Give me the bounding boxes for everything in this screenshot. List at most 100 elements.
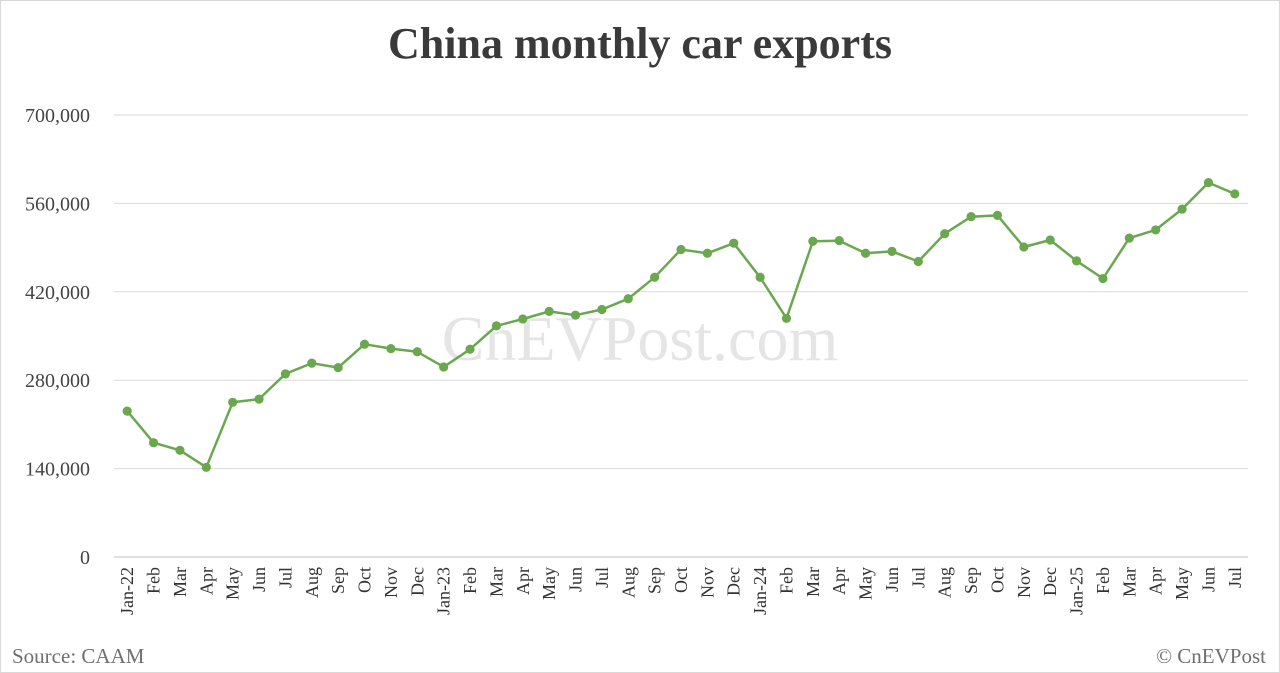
data-point bbox=[992, 210, 1003, 220]
data-point bbox=[1045, 235, 1055, 245]
x-tick-label: Sep bbox=[645, 567, 665, 594]
x-tick-label: Jun bbox=[249, 567, 269, 592]
x-tick-label: Oct bbox=[987, 567, 1007, 593]
x-tick-label: Jul bbox=[908, 567, 928, 588]
gridlines bbox=[114, 114, 1248, 558]
x-tick-label: Feb bbox=[1093, 567, 1113, 594]
data-point bbox=[597, 304, 607, 315]
x-tick-label: Apr bbox=[196, 567, 216, 595]
x-tick-label: Aug bbox=[618, 567, 638, 598]
data-point bbox=[491, 321, 501, 331]
x-tick-label: Jan-22 bbox=[117, 567, 137, 615]
x-tick-label: Aug bbox=[302, 567, 322, 598]
data-point bbox=[650, 272, 660, 282]
data-point bbox=[913, 256, 923, 267]
data-point bbox=[439, 362, 449, 372]
x-tick-label: Nov bbox=[381, 567, 401, 598]
data-point bbox=[729, 238, 739, 248]
y-tick-label: 140,000 bbox=[25, 459, 90, 481]
data-point bbox=[676, 244, 686, 255]
chart-title: China monthly car exports bbox=[388, 19, 892, 68]
data-point bbox=[122, 406, 132, 416]
x-tick-label: May bbox=[223, 567, 243, 600]
data-point bbox=[465, 344, 475, 354]
x-tick-label: Jul bbox=[1225, 567, 1245, 588]
data-point bbox=[1124, 233, 1134, 243]
series-line bbox=[122, 177, 1240, 472]
y-tick-label: 420,000 bbox=[25, 282, 90, 304]
data-point bbox=[544, 306, 554, 316]
x-tick-label: Feb bbox=[776, 567, 796, 594]
x-tick-label: Jan-23 bbox=[434, 567, 454, 615]
x-tick-label: Dec bbox=[407, 567, 427, 596]
x-tick-label: Jan-24 bbox=[750, 567, 770, 615]
data-point bbox=[228, 397, 238, 407]
y-tick-label: 700,000 bbox=[25, 105, 90, 127]
data-point bbox=[1177, 204, 1187, 214]
data-point bbox=[1019, 242, 1029, 252]
x-tick-label: Jul bbox=[592, 567, 612, 588]
data-point bbox=[570, 310, 581, 320]
x-tick-label: Oct bbox=[355, 567, 375, 593]
data-point bbox=[359, 339, 370, 349]
x-tick-label: Nov bbox=[1014, 567, 1034, 598]
data-point bbox=[781, 313, 792, 323]
x-tick-label: Sep bbox=[328, 567, 348, 594]
x-tick-label: Jun bbox=[882, 567, 902, 592]
x-tick-label: Jun bbox=[1198, 567, 1218, 592]
x-tick-label: Jun bbox=[566, 567, 586, 592]
x-tick-label: Feb bbox=[144, 567, 164, 594]
x-tick-label: Aug bbox=[935, 567, 955, 598]
data-point bbox=[887, 246, 897, 256]
x-tick-label: Apr bbox=[829, 567, 849, 595]
y-tick-label: 0 bbox=[80, 547, 90, 569]
x-tick-label: Dec bbox=[1040, 567, 1060, 596]
x-tick-label: Mar bbox=[170, 567, 190, 597]
x-tick-label: Mar bbox=[1119, 567, 1139, 597]
data-point bbox=[148, 438, 159, 448]
y-tick-label: 280,000 bbox=[25, 370, 90, 392]
data-point bbox=[254, 394, 264, 404]
x-tick-label: May bbox=[856, 567, 876, 600]
x-tick-label: Oct bbox=[671, 567, 691, 593]
x-tick-label: Dec bbox=[724, 567, 744, 596]
data-point bbox=[1098, 273, 1108, 284]
data-point bbox=[333, 362, 343, 373]
y-tick-label: 560,000 bbox=[25, 193, 90, 215]
data-point bbox=[808, 236, 818, 246]
x-tick-label: Apr bbox=[1146, 567, 1166, 595]
y-axis-tick-labels: 0 140,000 280,000 420,000 560,000 700,000 bbox=[25, 105, 90, 569]
x-tick-label: Feb bbox=[460, 567, 480, 594]
x-tick-label: Mar bbox=[486, 567, 506, 597]
data-point bbox=[702, 248, 712, 258]
data-point bbox=[966, 212, 976, 222]
data-point bbox=[861, 248, 871, 258]
copyright-note: © CnEVPost bbox=[1156, 644, 1266, 668]
data-point bbox=[1071, 256, 1082, 266]
x-tick-label: Jan-25 bbox=[1067, 567, 1087, 615]
x-tick-label: Jul bbox=[275, 567, 295, 588]
watermark: CnEVPost.com bbox=[442, 303, 838, 374]
data-point bbox=[834, 236, 844, 246]
source-note: Source: CAAM bbox=[12, 644, 145, 668]
x-tick-label: Mar bbox=[803, 567, 823, 597]
data-point bbox=[518, 314, 528, 324]
x-tick-label: Apr bbox=[513, 567, 533, 595]
data-point bbox=[755, 272, 765, 282]
data-point bbox=[623, 294, 633, 304]
data-point bbox=[412, 347, 422, 357]
x-axis-tick-labels: Jan-22 Feb Mar Apr May Jun Jul Aug Sep Oct Nov Dec J… bbox=[117, 567, 1245, 615]
x-tick-label: Nov bbox=[697, 567, 717, 598]
data-point bbox=[280, 369, 291, 379]
data-point bbox=[307, 358, 317, 368]
data-point bbox=[1230, 189, 1240, 199]
data-point bbox=[386, 344, 396, 354]
x-tick-label: May bbox=[1172, 567, 1192, 600]
x-tick-label: May bbox=[539, 567, 559, 600]
data-point bbox=[940, 229, 950, 239]
x-tick-label: Sep bbox=[961, 567, 981, 594]
data-point bbox=[175, 445, 185, 455]
data-point bbox=[1203, 177, 1214, 188]
